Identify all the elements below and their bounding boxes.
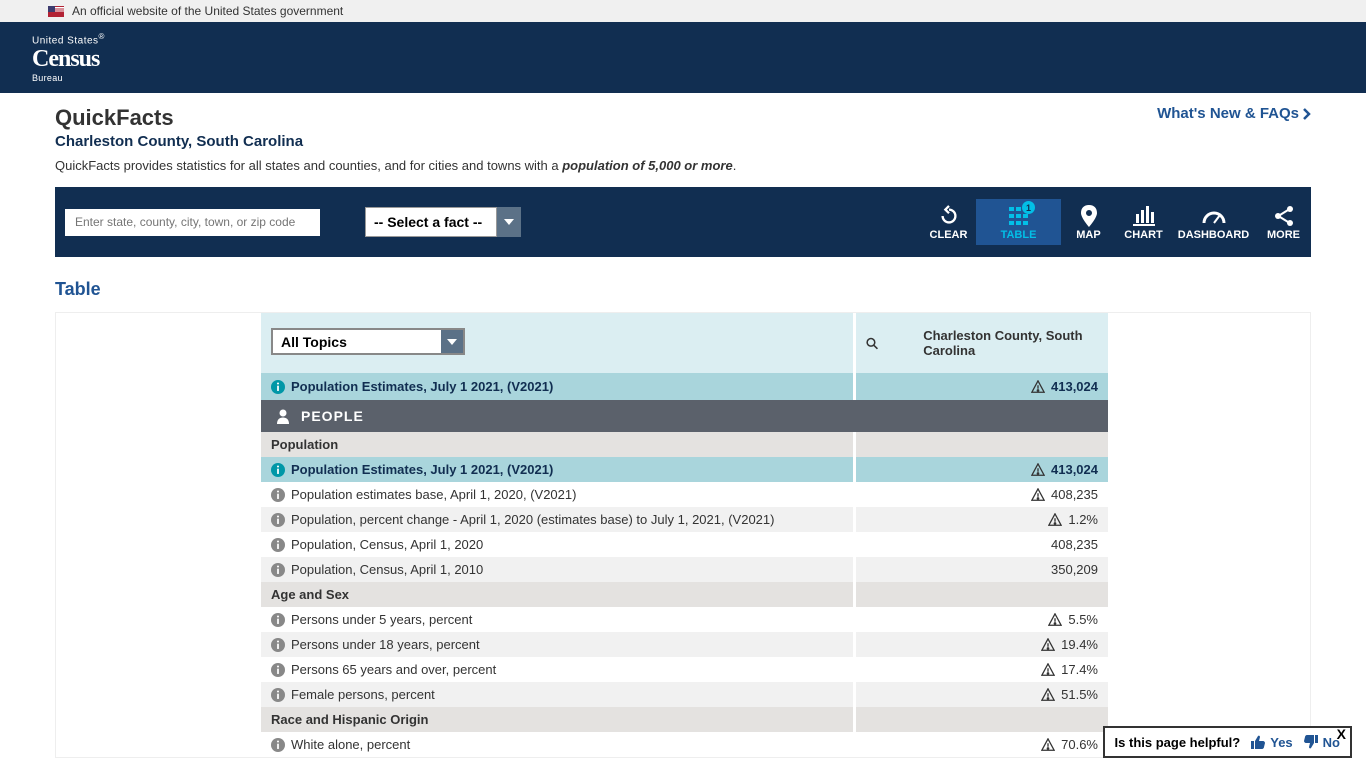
subcategory-header: Race and Hispanic Origin — [261, 707, 1108, 732]
gauge-icon — [1202, 207, 1226, 225]
more-tab[interactable]: MORE — [1256, 199, 1311, 245]
us-flag-icon — [48, 6, 64, 17]
table-row: Population Estimates, July 1 2021, (V202… — [261, 457, 1108, 482]
row-value: 17.4% — [1061, 662, 1098, 677]
feedback-close-button[interactable]: X — [1337, 726, 1346, 742]
row-value: 350,209 — [1051, 562, 1098, 577]
subcategory-header: Population — [261, 432, 1108, 457]
undo-icon — [938, 205, 960, 227]
row-label: Population, Census, April 1, 2020 — [291, 537, 483, 552]
fact-select-label: -- Select a fact -- — [365, 207, 497, 237]
map-tab[interactable]: MAP — [1061, 199, 1116, 245]
row-value: 5.5% — [1068, 612, 1098, 627]
row-value: 413,024 — [1051, 462, 1098, 477]
logo-line2: Census — [32, 46, 1366, 73]
whats-new-link[interactable]: What's New & FAQs — [1157, 105, 1311, 122]
row-label: Persons 65 years and over, percent — [291, 662, 496, 677]
table-row: White alone, percent 70.6% — [261, 732, 1108, 757]
census-logo[interactable]: United States® Census Bureau — [32, 32, 1366, 83]
share-icon — [1274, 205, 1294, 227]
table-row: Population, percent change - April 1, 20… — [261, 507, 1108, 532]
clear-button[interactable]: CLEAR — [921, 199, 976, 245]
top-estimate-row: Population Estimates, July 1 2021, (V202… — [261, 373, 1108, 400]
feedback-yes-button[interactable]: Yes — [1250, 734, 1292, 750]
subcategory-header: Age and Sex — [261, 582, 1108, 607]
geo-column-header: Charleston County, South Carolina — [923, 328, 1098, 358]
row-label: White alone, percent — [291, 737, 410, 752]
row-value: 408,235 — [1051, 487, 1098, 502]
table-row: Persons under 5 years, percent 5.5% — [261, 607, 1108, 632]
data-table: All Topics Charleston County, South Carol… — [55, 312, 1311, 758]
toolbar: -- Select a fact -- CLEAR 1 TABLE MAP CH… — [55, 187, 1311, 257]
row-value: 19.4% — [1061, 637, 1098, 652]
fact-select[interactable]: -- Select a fact -- — [365, 207, 521, 237]
logo-reg: ® — [99, 32, 105, 41]
feedback-popup: X Is this page helpful? Yes No — [1103, 726, 1352, 758]
row-value: 70.6% — [1061, 737, 1098, 752]
fact-select-dropdown-icon[interactable] — [497, 207, 521, 237]
whats-new-text: What's New & FAQs — [1157, 105, 1299, 122]
table-row: Population, Census, April 1, 2010 350,209 — [261, 557, 1108, 582]
table-count-badge: 1 — [1022, 201, 1035, 214]
thumbs-down-icon — [1303, 734, 1319, 750]
people-category-header: PEOPLE — [261, 400, 1108, 432]
page-description: QuickFacts provides statistics for all s… — [55, 158, 1311, 173]
row-label: Population Estimates, July 1 2021, (V202… — [291, 462, 553, 477]
geo-search-input[interactable] — [65, 209, 320, 236]
chevron-right-icon — [1303, 108, 1311, 120]
table-tab[interactable]: 1 TABLE — [976, 199, 1061, 245]
table-row: Population estimates base, April 1, 2020… — [261, 482, 1108, 507]
gov-banner-text: An official website of the United States… — [72, 4, 343, 18]
row-label: Population, Census, April 1, 2010 — [291, 562, 483, 577]
page-subtitle: Charleston County, South Carolina — [55, 133, 303, 150]
feedback-no-button[interactable]: No — [1303, 734, 1340, 750]
section-title: Table — [55, 279, 1311, 300]
table-row: Female persons, percent 51.5% — [261, 682, 1108, 707]
table-row: Persons 65 years and over, percent 17.4% — [261, 657, 1108, 682]
table-row: Persons under 18 years, percent 19.4% — [261, 632, 1108, 657]
table-row: Population, Census, April 1, 2020 408,235 — [261, 532, 1108, 557]
row-label: Persons under 18 years, percent — [291, 637, 480, 652]
row-label: Persons under 5 years, percent — [291, 612, 472, 627]
feedback-question: Is this page helpful? — [1115, 735, 1241, 750]
map-pin-icon — [1081, 205, 1097, 227]
bar-chart-icon — [1133, 206, 1155, 226]
thumbs-up-icon — [1250, 734, 1266, 750]
site-header: United States® Census Bureau — [0, 22, 1366, 93]
gov-banner: An official website of the United States… — [0, 0, 1366, 22]
row-value: 408,235 — [1051, 537, 1098, 552]
row-label: Population, percent change - April 1, 20… — [291, 512, 774, 527]
dashboard-tab[interactable]: DASHBOARD — [1171, 199, 1256, 245]
row-value: 1.2% — [1068, 512, 1098, 527]
row-label: Female persons, percent — [291, 687, 435, 702]
row-value: 51.5% — [1061, 687, 1098, 702]
logo-line1: United States — [32, 35, 99, 46]
topic-select[interactable]: All Topics — [271, 328, 465, 355]
logo-line3: Bureau — [32, 73, 1366, 83]
page-title: QuickFacts — [55, 105, 303, 131]
chart-tab[interactable]: CHART — [1116, 199, 1171, 245]
search-icon[interactable] — [866, 336, 878, 351]
row-label: Population estimates base, April 1, 2020… — [291, 487, 576, 502]
